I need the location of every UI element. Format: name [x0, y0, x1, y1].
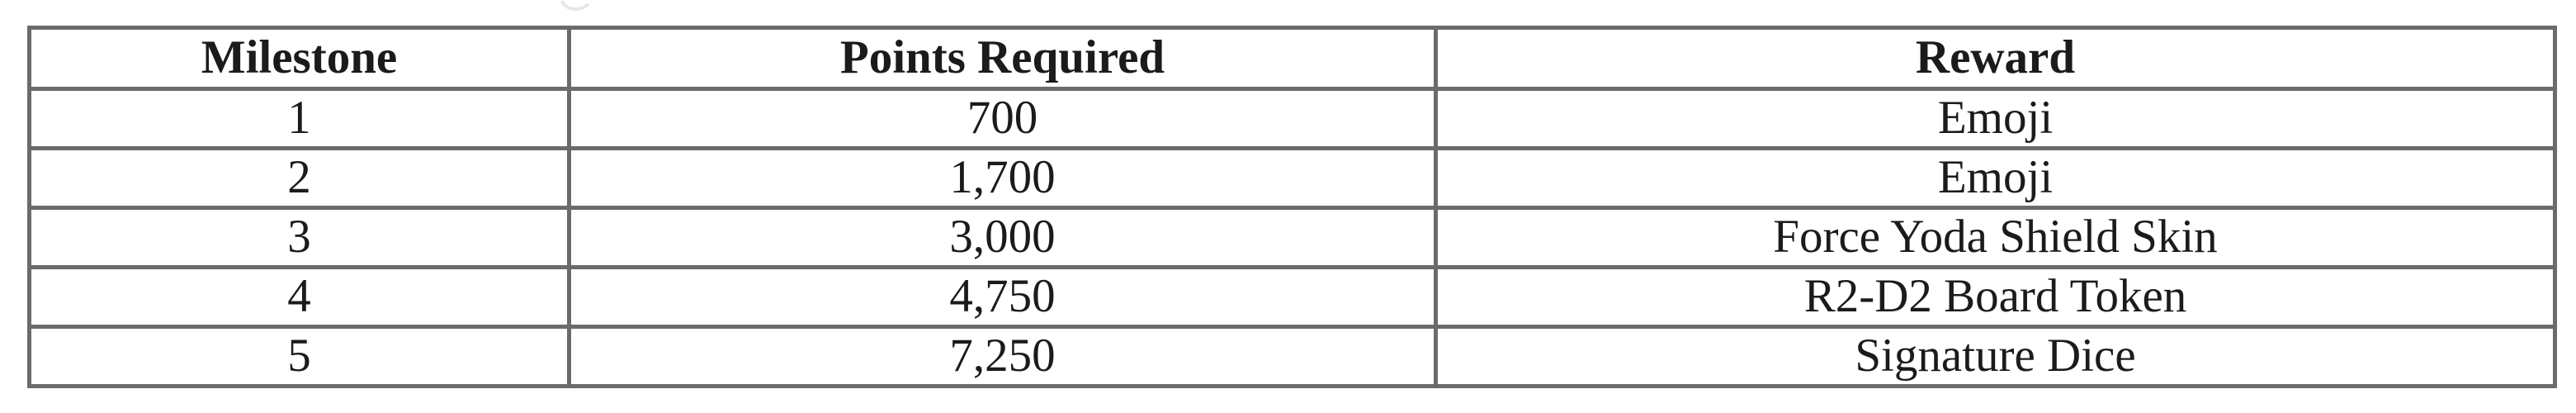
table-cell-points: 3,000: [567, 206, 1438, 269]
table-cell-reward: R2-D2 Board Token: [1434, 265, 2557, 329]
table-cell-reward: Signature Dice: [1434, 325, 2557, 388]
table-cell-points: 7,250: [567, 325, 1438, 388]
column-header-points-required: Points Required: [567, 26, 1438, 91]
table-cell-points: 4,750: [567, 265, 1438, 329]
table-cell-milestone: 4: [27, 265, 571, 329]
table-row: 2 1,700 Emoji: [27, 146, 2557, 210]
table-cell-reward: Force Yoda Shield Skin: [1434, 206, 2557, 269]
table-cell-reward: Emoji: [1434, 87, 2557, 150]
table-cell-milestone: 2: [27, 146, 571, 210]
table-cell-milestone: 5: [27, 325, 571, 388]
table-header-row: Milestone Points Required Reward: [27, 26, 2557, 91]
table-cell-reward: Emoji: [1434, 146, 2557, 210]
table-cell-milestone: 1: [27, 87, 571, 150]
milestone-rewards-table: Milestone Points Required Reward 1 700 E…: [27, 26, 2557, 388]
table-row: 3 3,000 Force Yoda Shield Skin: [27, 206, 2557, 269]
table-cell-points: 1,700: [567, 146, 1438, 210]
table-cell-milestone: 3: [27, 206, 571, 269]
table-cell-points: 700: [567, 87, 1438, 150]
table-row: 1 700 Emoji: [27, 87, 2557, 150]
cropped-glyph-artifact: [560, 0, 590, 11]
column-header-reward: Reward: [1434, 26, 2557, 91]
table-row: 5 7,250 Signature Dice: [27, 325, 2557, 388]
table-row: 4 4,750 R2-D2 Board Token: [27, 265, 2557, 329]
column-header-milestone: Milestone: [27, 26, 571, 91]
